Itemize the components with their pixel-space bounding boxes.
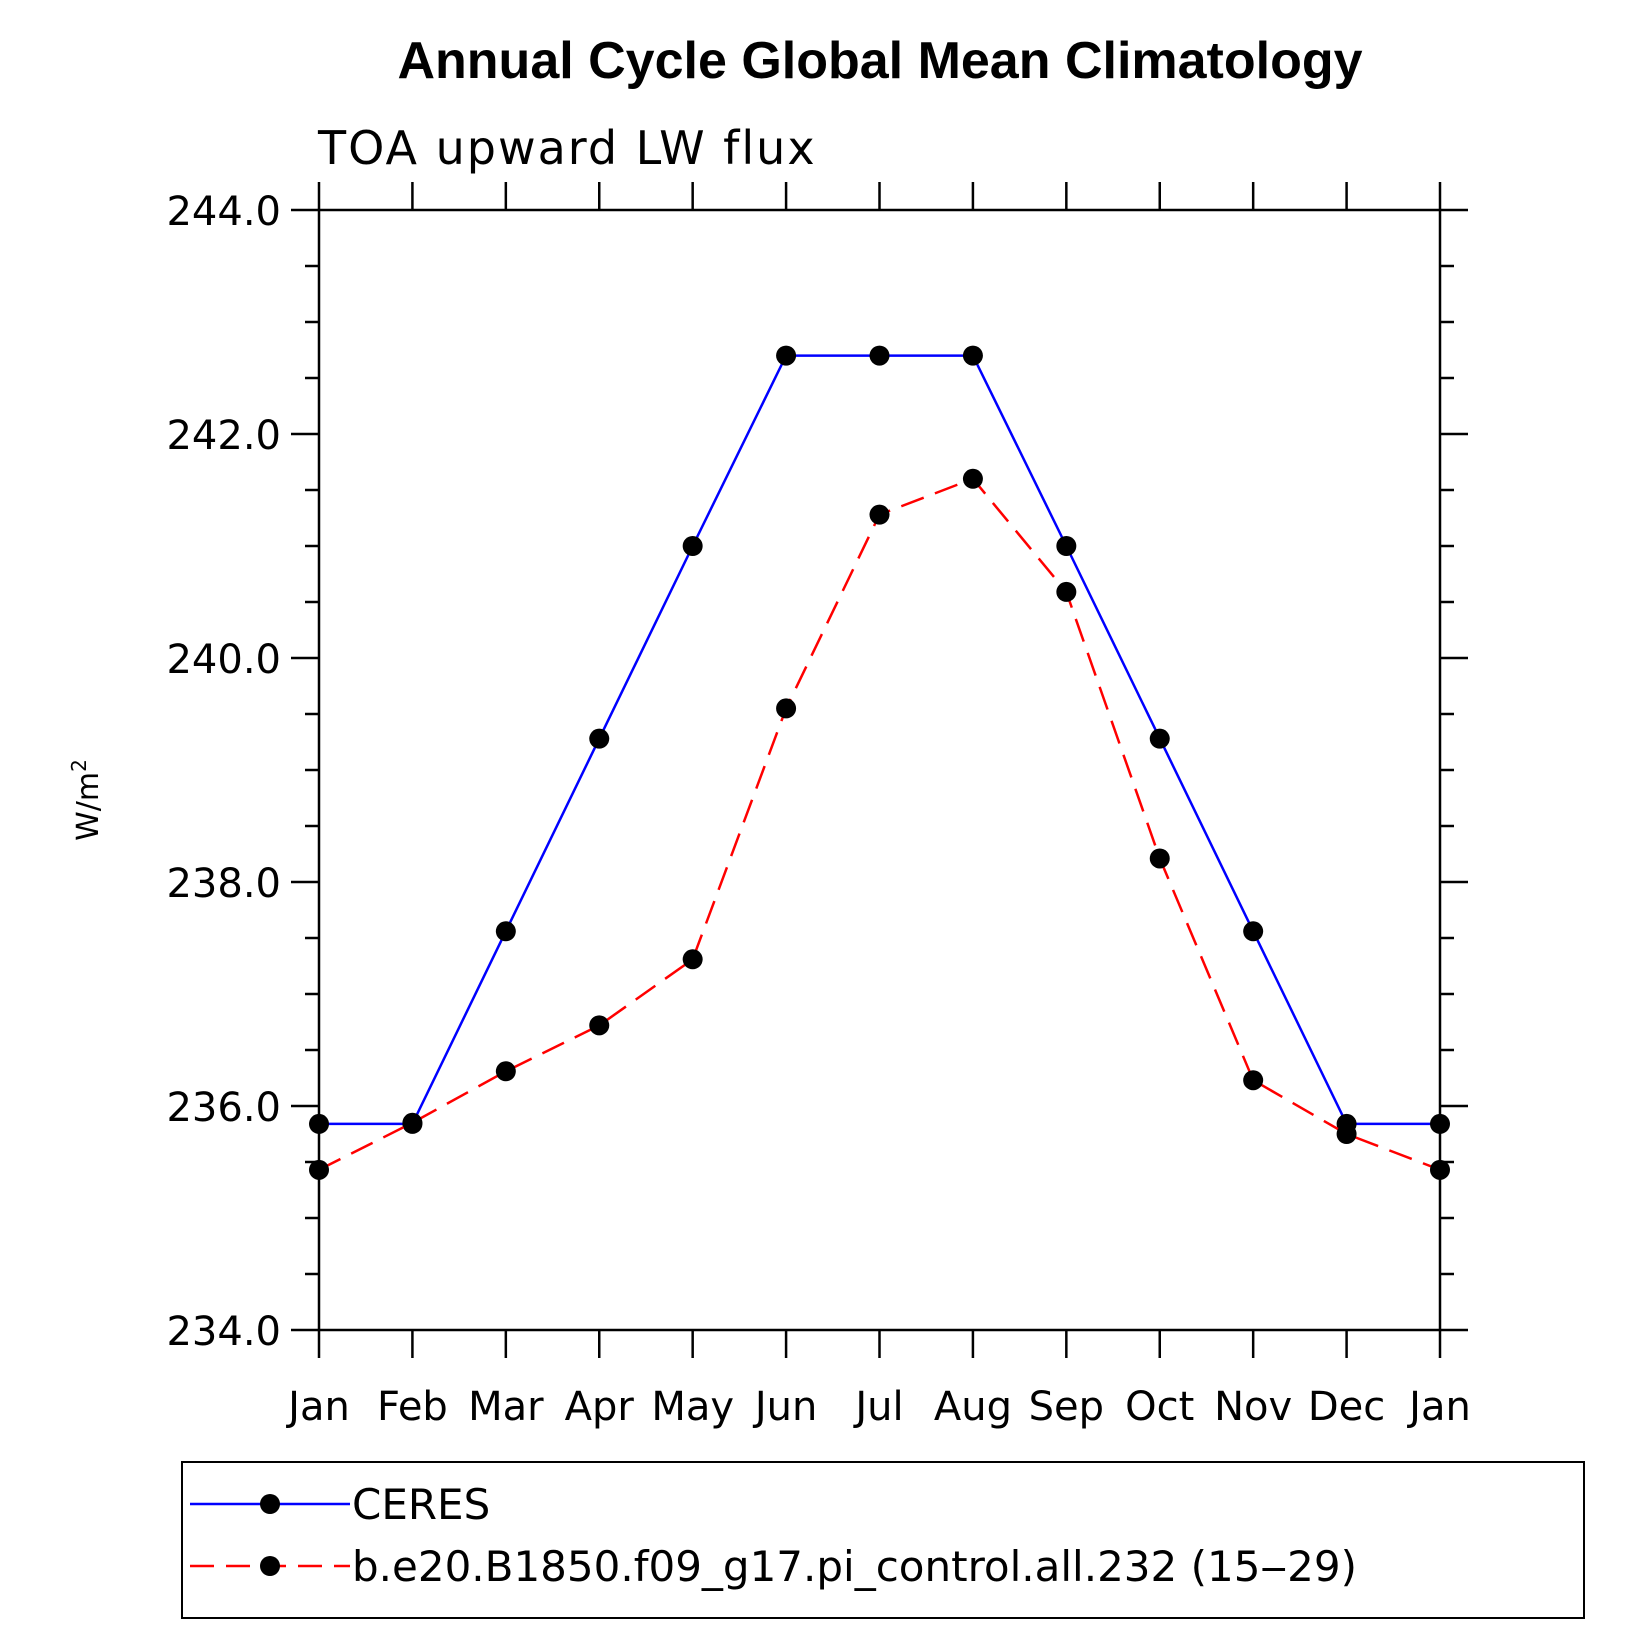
legend-label: b.e20.B1850.f09_g17.pi_control.all.232 (…	[352, 1542, 1357, 1591]
data-point	[1243, 921, 1264, 942]
data-point	[589, 1015, 610, 1036]
x-tick-label: Dec	[1308, 1384, 1385, 1430]
data-point	[402, 1112, 423, 1133]
data-point	[1056, 581, 1077, 602]
y-axis-label-text: W/m	[71, 772, 106, 841]
data-point	[1430, 1113, 1450, 1134]
axes: 234.0 236.0 238.0 240.0 242.0 244.0 Jan Feb Mar A…	[166, 182, 1471, 1430]
data-point	[1430, 1159, 1450, 1180]
series-layer	[309, 345, 1450, 1180]
x-tick-label: Feb	[377, 1384, 448, 1430]
y-tick-label: 234.0	[166, 1309, 281, 1355]
data-point	[1056, 536, 1077, 556]
y-tick-label: 238.0	[166, 861, 281, 907]
data-point	[962, 468, 983, 489]
y-tick-label: 244.0	[166, 189, 281, 235]
data-point	[869, 345, 890, 366]
series-line	[318, 477, 1441, 1171]
y-tick-label: 240.0	[166, 637, 281, 683]
data-point	[962, 345, 983, 366]
data-point	[1149, 728, 1170, 749]
x-tick-label: Jun	[752, 1384, 818, 1430]
legend-box	[181, 1461, 1585, 1619]
data-point	[776, 345, 797, 366]
series-1	[309, 345, 1450, 1134]
data-point	[1243, 1070, 1264, 1091]
y-axis-label-superscript: 2	[67, 759, 91, 772]
data-point	[869, 504, 890, 525]
x-tick-label: Apr	[565, 1384, 635, 1430]
x-tick-label: Jan	[1406, 1384, 1471, 1430]
data-point	[309, 1159, 329, 1180]
x-tick-label: Aug	[934, 1384, 1012, 1430]
x-tick-label: Mar	[468, 1384, 544, 1430]
y-tick-label: 242.0	[166, 413, 281, 459]
x-tick-label: Jul	[852, 1384, 903, 1430]
y-tick-label: 236.0	[166, 1085, 281, 1131]
chart-subtitle: TOA upward LW flux	[317, 121, 817, 175]
x-tick-label: Jan	[285, 1384, 350, 1430]
x-tick-label: Oct	[1125, 1384, 1194, 1430]
legend-label: CERES	[352, 1480, 490, 1529]
data-point	[589, 728, 610, 749]
data-point	[309, 1113, 329, 1134]
legend-marker	[260, 1556, 280, 1576]
x-tick-label: Sep	[1029, 1384, 1104, 1430]
legend: CERES b.e20.B1850.f09_g17.pi_control.all.…	[181, 1461, 1585, 1619]
data-point	[1336, 1124, 1357, 1144]
x-tick-label: May	[651, 1384, 734, 1430]
series-2	[309, 468, 1450, 1180]
data-point	[682, 536, 703, 556]
x-tick-label: Nov	[1214, 1384, 1292, 1430]
data-point	[495, 921, 516, 942]
data-point	[682, 949, 703, 970]
data-point	[495, 1061, 516, 1082]
legend-marker	[260, 1494, 280, 1514]
data-point	[1149, 848, 1170, 869]
plot-frame	[317, 208, 1442, 1332]
data-point	[776, 698, 797, 719]
y-axis-label: W/m2	[67, 759, 106, 841]
chart-title: Annual Cycle Global Mean Climatology	[397, 32, 1362, 90]
series-line	[319, 354, 1440, 1126]
